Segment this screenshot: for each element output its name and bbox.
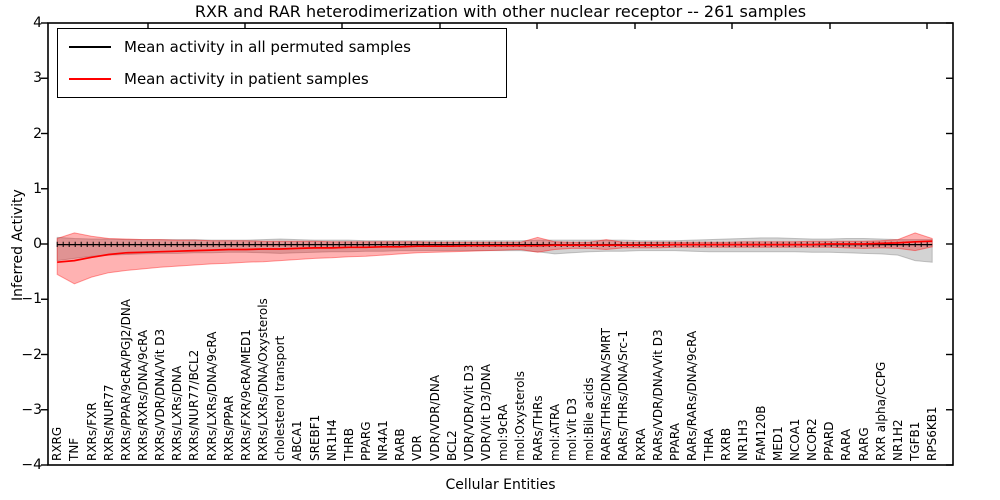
y-tick-label: −4 — [21, 457, 42, 473]
legend-item-label: Mean activity in all permuted samples — [124, 38, 411, 57]
x-tick-label: cholesterol transport — [273, 335, 288, 461]
y-tick-label: 3 — [33, 70, 42, 87]
permuted-samples-range-band — [56, 236, 933, 263]
x-tick-label: RXRG — [50, 426, 65, 461]
patient-line-sample-icon — [69, 77, 111, 80]
x-tick-label: RXRs/LXRs/DNA — [170, 365, 185, 461]
y-tick-label: −2 — [21, 346, 42, 363]
x-tick-label: mol:Bile acids — [582, 377, 597, 461]
x-tick-label: NR1H4 — [324, 419, 339, 461]
x-tick-label: RXRs/NUR77 — [101, 384, 116, 461]
x-tick-label: RXRs/PPAR — [221, 395, 236, 461]
y-tick-label: 1 — [33, 180, 42, 197]
patient-samples-range-band — [56, 232, 933, 285]
x-tick-label: TNF — [67, 437, 82, 461]
x-tick-label: mol:ATRA — [547, 403, 562, 461]
y-tick-label: 0 — [33, 236, 42, 252]
x-tick-label: RARG — [856, 427, 871, 461]
x-tick-label: RXR alpha/CCPG — [873, 361, 888, 461]
permuted-line-sample-icon — [69, 46, 111, 49]
x-tick-label: RARB — [393, 428, 408, 461]
x-tick-label: RXRB — [719, 427, 734, 461]
chart-title: RXR and RAR heterodimerization with othe… — [194, 2, 807, 21]
x-tick-label: PPARG — [359, 421, 374, 461]
x-tick-label: RXRs/VDR/DNA/Vit D3 — [153, 328, 168, 461]
x-tick-label: RXRs/FXR — [84, 402, 99, 461]
y-tick-label: −1 — [21, 291, 42, 308]
x-tick-label: RARs/RARs/DNA/9cRA — [685, 330, 699, 461]
x-tick-label: mol:9cRA — [496, 404, 511, 461]
patient-mean-line — [57, 240, 933, 264]
x-tick-label: RXRA — [633, 428, 648, 461]
x-tick-label: RARA — [839, 428, 854, 461]
x-tick-label: NCOA1 — [787, 418, 802, 461]
legend-item: Mean activity in patient samples — [58, 66, 506, 92]
x-tick-label: VDR/Vit D3/DNA — [479, 364, 494, 461]
x-tick-label: RXRs/NUR77/BCL2 — [187, 349, 202, 461]
x-tick-label: RARs/THRs/DNA/Src-1 — [616, 330, 631, 461]
y-tick-label: 2 — [33, 125, 42, 142]
x-tick-label: NCOR2 — [805, 418, 820, 461]
x-tick-label: RARs/THRs/DNA/SMRT — [599, 328, 614, 461]
x-tick-label: BCL2 — [444, 430, 459, 461]
x-tick-label: ABCA1 — [290, 420, 305, 461]
x-axis-label: Cellular Entities — [445, 477, 556, 493]
x-tick-label: mol:Vit D3 — [564, 397, 579, 461]
legend-item-label: Mean activity in patient samples — [124, 69, 369, 88]
x-tick-label: VDR/VDR/Vit D3 — [461, 364, 476, 461]
legend: Mean activity in all permuted samples Me… — [57, 28, 507, 98]
x-tick-label: THRB — [341, 428, 356, 461]
x-tick-label: mol:Oxysterols — [513, 371, 528, 461]
legend-item: Mean activity in all permuted samples — [58, 34, 506, 60]
x-tick-label: RXRs/LXRs/DNA/9cRA — [204, 331, 219, 462]
x-tick-label: NR1H2 — [890, 419, 905, 461]
x-tick-label: RXRs/LXRs/DNA/Oxysterols — [256, 298, 271, 461]
x-tick-label: THRA — [702, 428, 717, 461]
x-tick-label: SREBF1 — [307, 414, 322, 461]
y-tick-label: −3 — [21, 401, 42, 418]
y-tick-label: 4 — [33, 15, 42, 31]
x-tick-label: VDR — [410, 435, 425, 461]
x-tick-label: RARs/VDR/DNA/Vit D3 — [650, 329, 665, 461]
x-tick-label: FAM120B — [753, 405, 768, 462]
x-tick-label: PPARA — [667, 423, 682, 461]
x-tick-label: TGFB1 — [908, 421, 923, 461]
x-tick-label: RPS6KB1 — [925, 406, 940, 461]
x-tick-label: PPARD — [822, 421, 837, 462]
x-tick-label: RXRs/PPAR/9cRA/PGJ2/DNA — [118, 299, 133, 461]
x-tick-label: NR4A1 — [376, 420, 391, 461]
x-tick-label: VDR/VDR/DNA — [427, 374, 442, 461]
x-tick-label: RARs/THRs — [530, 395, 545, 461]
x-tick-label: NR1H3 — [736, 419, 751, 461]
x-tick-label: MED1 — [770, 426, 785, 461]
x-tick-label: RXRs/RXRs/DNA/9cRA — [135, 329, 150, 461]
x-tick-label: RXRs/FXR/9cRA/MED1 — [238, 329, 253, 461]
